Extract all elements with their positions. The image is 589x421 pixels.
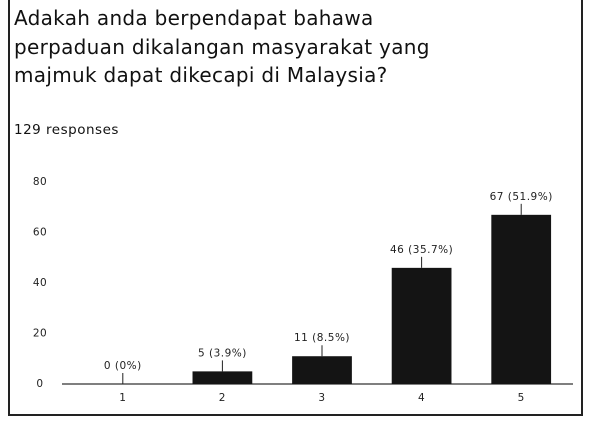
chart-subtitle: 129 responses: [14, 122, 119, 138]
y-tick-label: 20: [33, 328, 47, 340]
x-tick-label: 2: [219, 392, 226, 404]
chart-title: Adakah anda berpendapat bahawa perpaduan…: [14, 6, 430, 87]
x-tick-label: 5: [518, 392, 525, 404]
x-tick-label: 4: [418, 392, 425, 404]
bar: [192, 371, 253, 384]
bar: [491, 214, 552, 384]
value-label: 11 (8.5%): [294, 332, 350, 344]
frame: [8, 0, 583, 416]
y-tick-label: 60: [33, 227, 47, 239]
y-tick-label: 40: [33, 277, 47, 289]
value-label: 46 (35.7%): [390, 244, 453, 256]
y-tick-label: 0: [36, 378, 43, 390]
x-tick-label: 3: [318, 392, 325, 404]
x-tick-label: 1: [119, 392, 126, 404]
value-label: 0 (0%): [104, 360, 142, 372]
bar: [292, 356, 352, 384]
bar: [391, 267, 452, 384]
value-label: 5 (3.9%): [198, 347, 247, 359]
value-label: 67 (51.9%): [490, 191, 553, 203]
y-tick-label: 80: [33, 176, 47, 188]
